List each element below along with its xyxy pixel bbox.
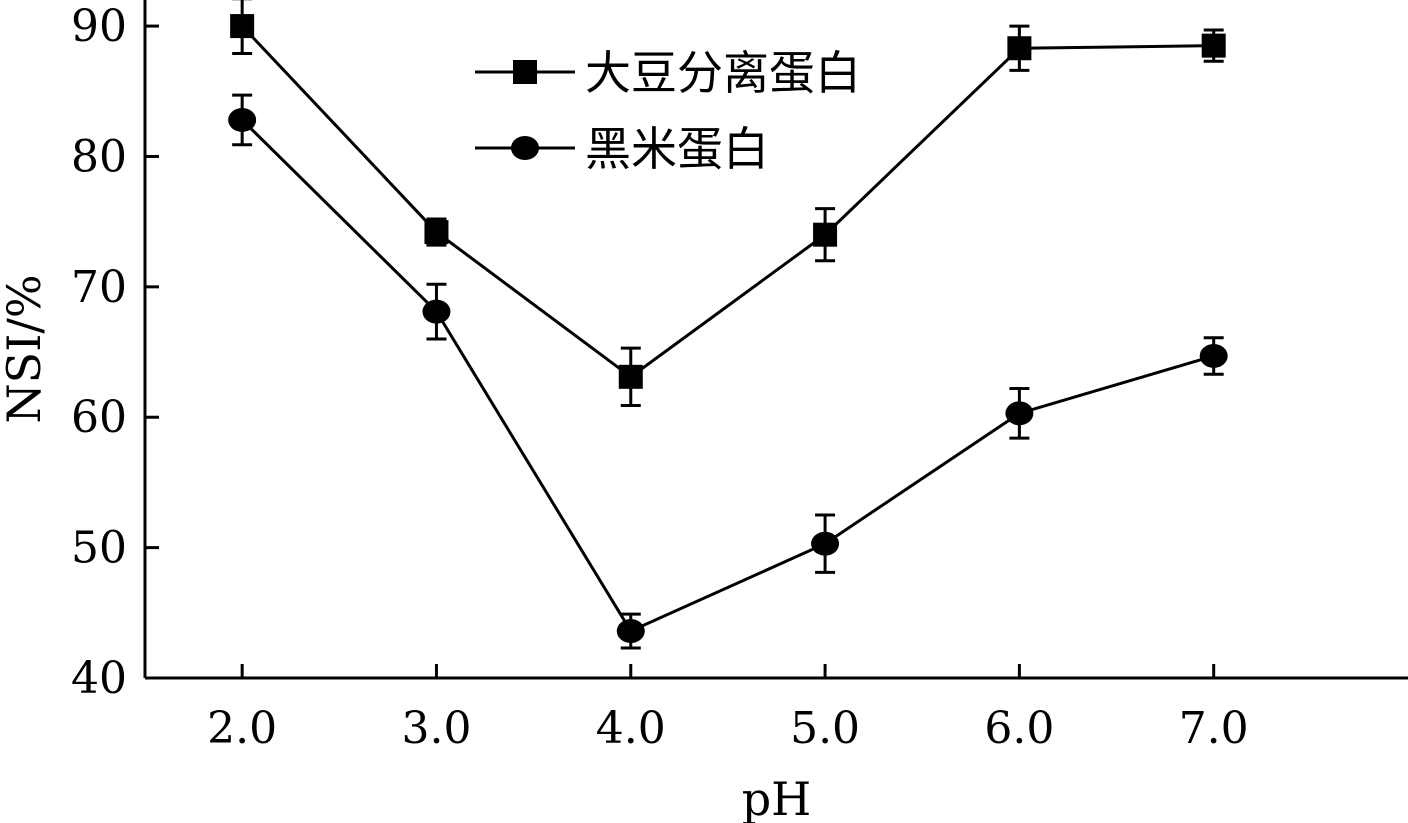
series-1-line	[241, 25, 1214, 379]
x-tick-label: 2.0	[207, 703, 277, 754]
x-tick-label: 5.0	[790, 703, 860, 754]
x-tick-label: 6.0	[984, 703, 1054, 754]
data-point	[228, 107, 257, 132]
x-tick-label: 7.0	[1179, 703, 1249, 754]
ticks: 40 50 60 70 80 90 2.0 3.0 4.0 5.0 6.0 7.0	[71, 1, 1249, 754]
series-2-line	[241, 118, 1215, 633]
data-point	[424, 220, 449, 245]
x-tick-label: 3.0	[401, 703, 471, 754]
y-tick-label: 70	[71, 262, 127, 313]
y-tick-label: 40	[71, 653, 127, 704]
x-tick-label: 4.0	[596, 703, 666, 754]
x-axis-title: pH	[742, 772, 812, 823]
series-layer	[228, 0, 1228, 650]
y-tick-label: 80	[71, 131, 127, 182]
series-2	[228, 93, 1228, 650]
y-axis-title: NSI/%	[0, 274, 51, 423]
data-point	[618, 364, 643, 389]
series-1	[230, 0, 1226, 407]
data-point	[1007, 36, 1032, 61]
data-point	[422, 299, 451, 324]
axes	[143, 0, 1408, 680]
data-point	[616, 619, 645, 644]
legend-marker	[511, 136, 539, 160]
y-tick-label: 90	[71, 1, 127, 52]
legend-label: 大豆分离蛋白	[585, 46, 861, 100]
data-point	[1199, 343, 1228, 368]
y-tick-label: 60	[71, 392, 127, 443]
data-point	[1201, 33, 1226, 58]
data-point	[1005, 401, 1034, 426]
y-tick-label: 50	[71, 523, 127, 574]
legend-marker	[513, 60, 537, 84]
legend-label: 黑米蛋白	[585, 122, 769, 176]
data-point	[813, 222, 838, 247]
data-point	[811, 531, 840, 556]
data-point	[230, 14, 255, 39]
